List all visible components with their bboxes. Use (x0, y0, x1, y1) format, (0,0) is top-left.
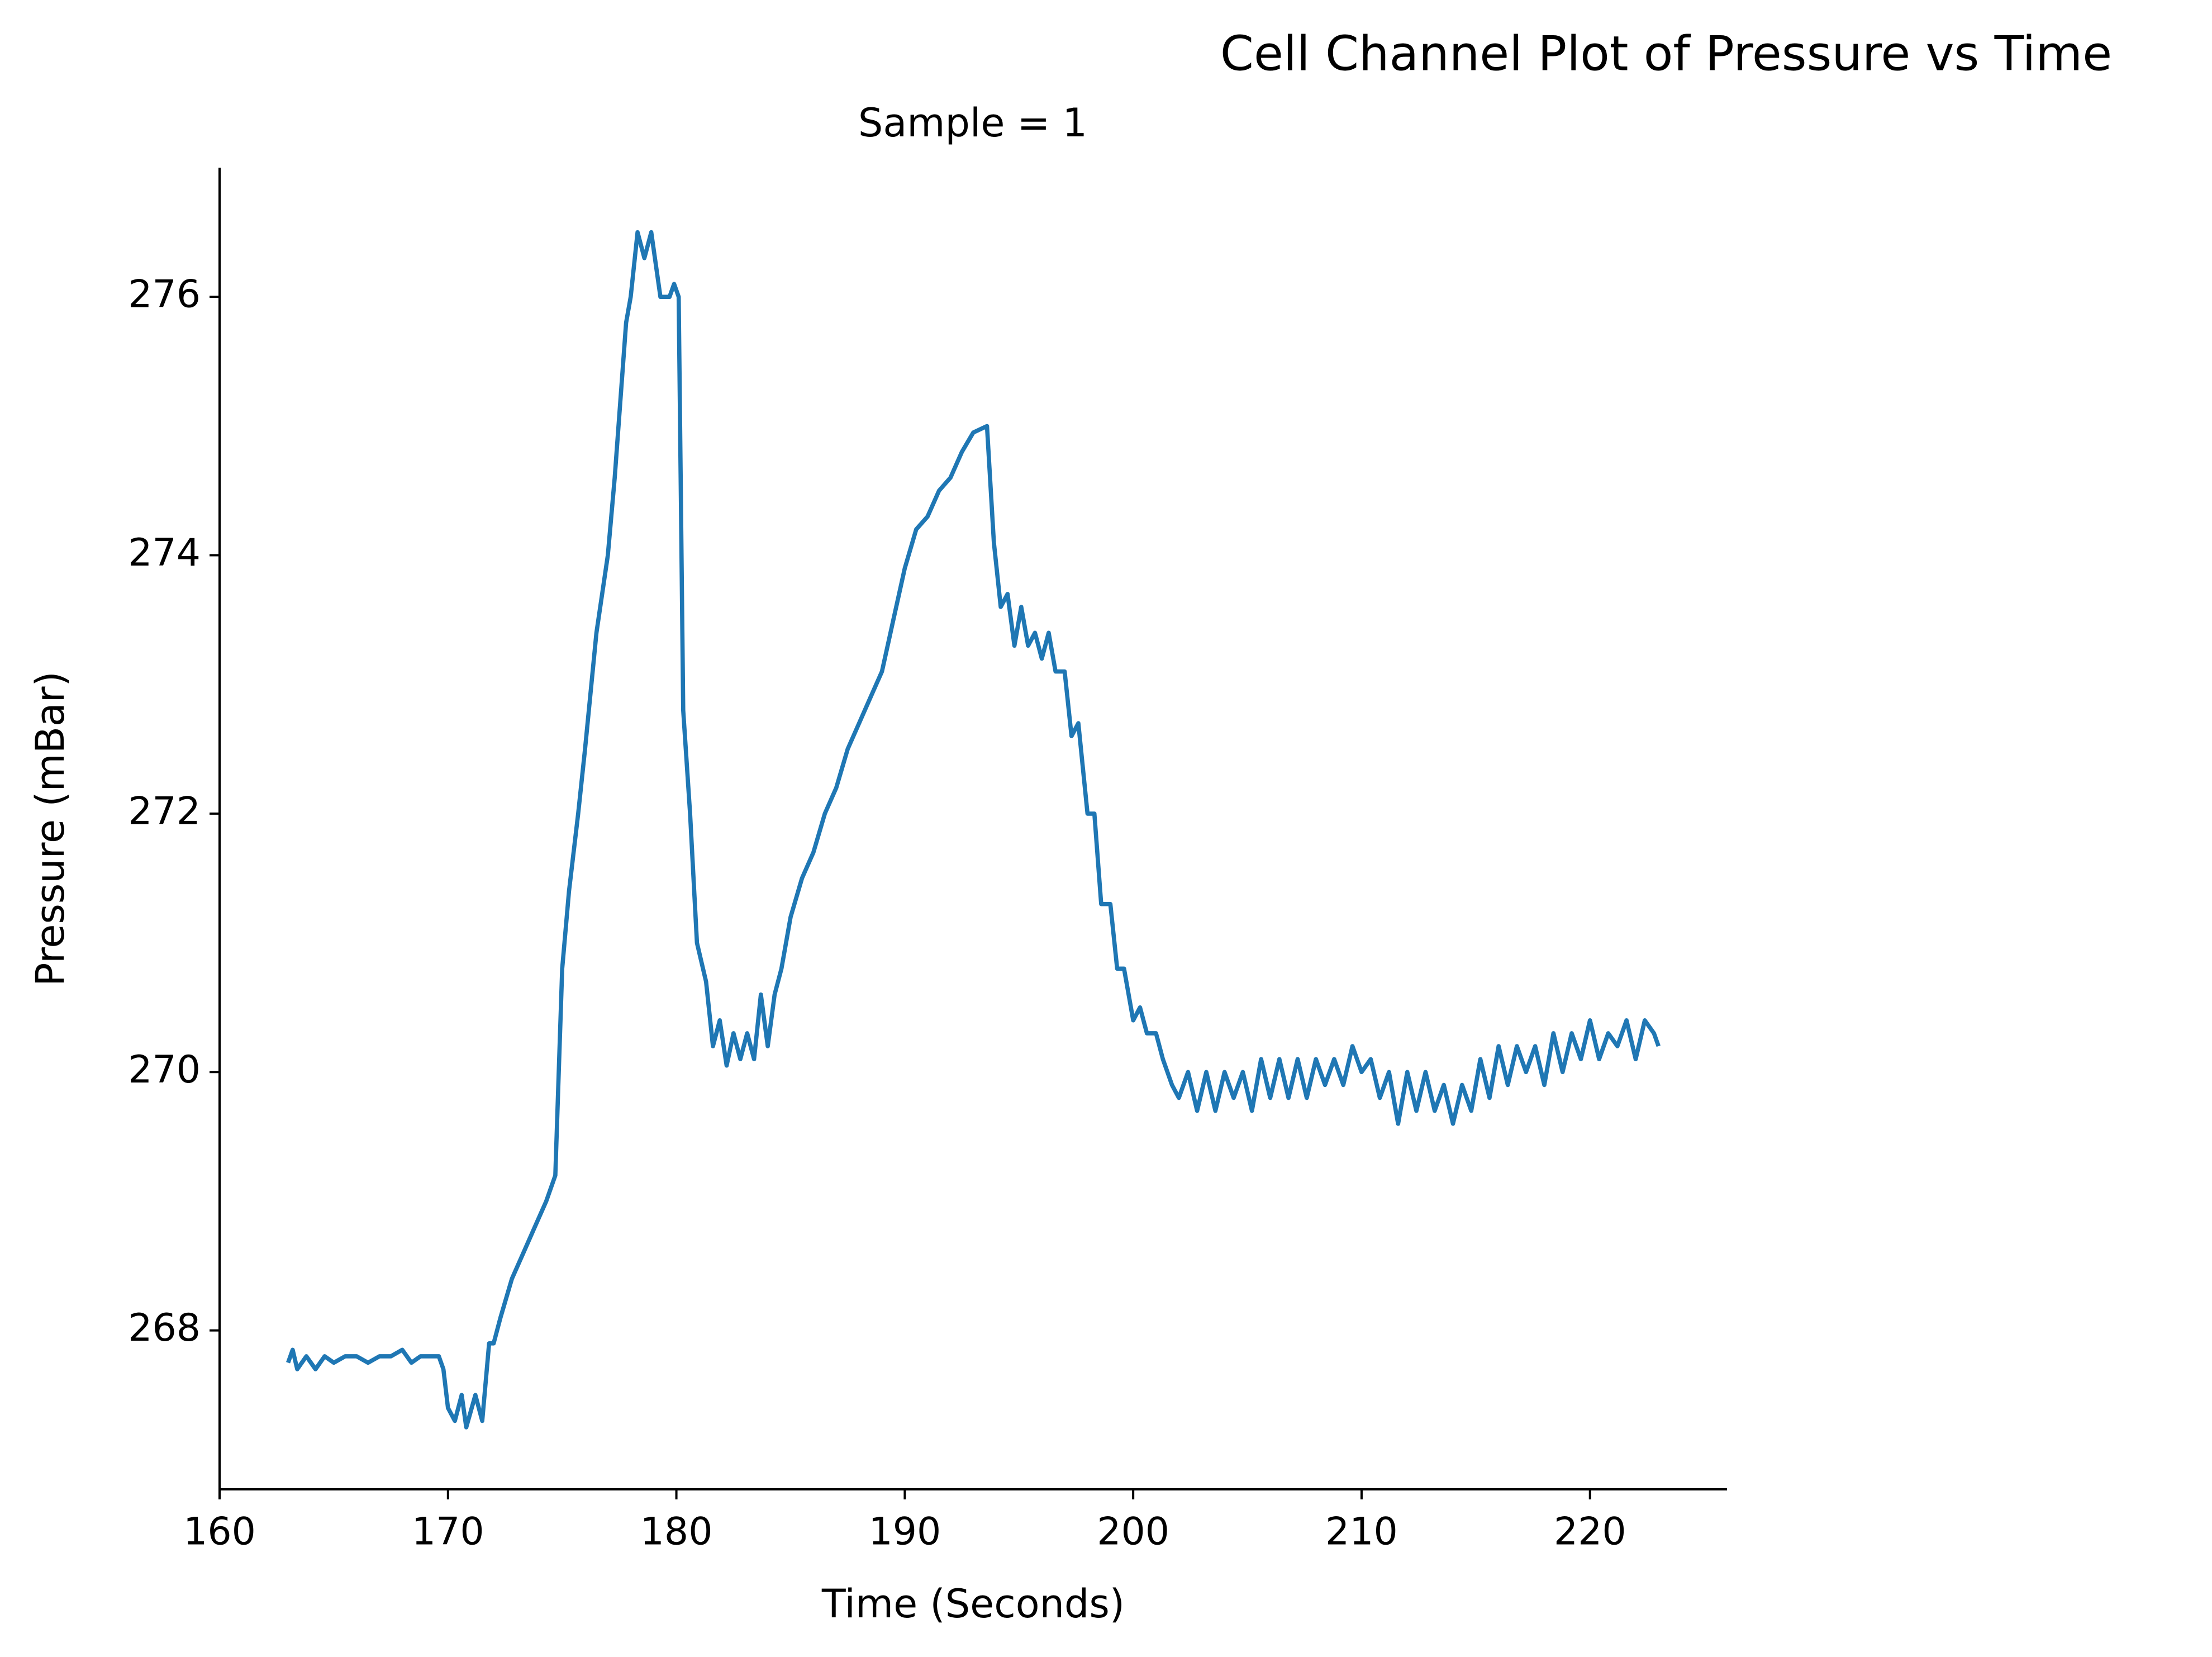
y-tick-label: 276 (128, 273, 201, 317)
x-axis-label: Time (Seconds) (821, 1581, 1125, 1627)
x-tick-label: 160 (183, 1510, 256, 1554)
x-tick-label: 190 (868, 1510, 941, 1554)
y-tick-label: 272 (128, 789, 201, 833)
y-axis-label: Pressure (mBar) (27, 671, 73, 986)
chart-subtitle: Sample = 1 (858, 100, 1087, 146)
chart-title: Cell Channel Plot of Pressure vs Time (1220, 26, 2112, 82)
x-tick-label: 200 (1097, 1510, 1169, 1554)
x-tick-label: 180 (640, 1510, 713, 1554)
x-tick-label: 220 (1554, 1510, 1626, 1554)
data-line (286, 230, 1661, 1430)
x-tick-label: 210 (1325, 1510, 1398, 1554)
x-tick-label: 170 (412, 1510, 484, 1554)
y-tick-label: 268 (128, 1306, 201, 1350)
y-tick-label: 270 (128, 1048, 201, 1092)
y-tick-label: 274 (128, 531, 201, 575)
